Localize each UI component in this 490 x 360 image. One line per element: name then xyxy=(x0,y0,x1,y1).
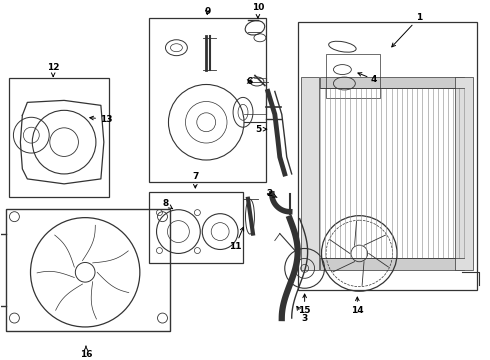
Text: 6: 6 xyxy=(247,77,253,86)
Bar xyxy=(6,209,171,331)
Bar xyxy=(298,22,477,290)
Bar xyxy=(148,18,266,182)
Text: 16: 16 xyxy=(80,346,92,359)
Bar xyxy=(301,77,318,270)
Text: 1: 1 xyxy=(392,13,422,47)
Text: 11: 11 xyxy=(229,227,244,251)
Bar xyxy=(325,54,380,98)
Text: 14: 14 xyxy=(351,297,364,315)
Text: 2: 2 xyxy=(267,189,277,198)
Text: 10: 10 xyxy=(252,4,264,18)
Text: 9: 9 xyxy=(204,8,210,17)
Text: 15: 15 xyxy=(298,294,311,315)
Bar xyxy=(319,258,464,270)
Bar xyxy=(9,77,109,197)
Text: 13: 13 xyxy=(90,115,112,124)
Text: 12: 12 xyxy=(47,63,59,77)
Text: 7: 7 xyxy=(192,172,198,188)
Bar xyxy=(319,77,464,89)
Text: 3: 3 xyxy=(297,306,308,323)
Text: 4: 4 xyxy=(358,73,377,84)
Text: 8: 8 xyxy=(162,199,172,209)
Text: 5: 5 xyxy=(255,125,267,134)
Bar xyxy=(455,77,473,270)
Bar xyxy=(148,192,243,264)
